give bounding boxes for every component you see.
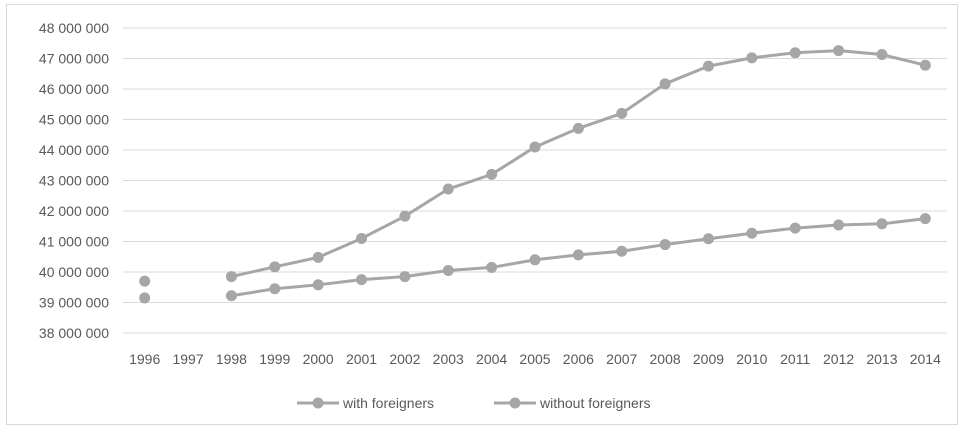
x-tick-label: 2004	[476, 351, 507, 367]
data-point	[139, 275, 151, 287]
data-point	[356, 274, 368, 286]
series-layer	[139, 45, 931, 304]
data-point	[529, 141, 541, 153]
data-point	[919, 213, 931, 225]
series-without-foreigners	[139, 213, 931, 304]
data-point	[659, 78, 671, 90]
y-tick-label: 42 000 000	[39, 203, 109, 219]
data-point	[616, 245, 628, 257]
data-point	[139, 292, 151, 304]
data-point	[356, 232, 368, 244]
x-tick-label: 1998	[216, 351, 247, 367]
data-point	[269, 261, 281, 273]
data-point	[876, 49, 888, 61]
data-point	[225, 290, 237, 302]
data-point	[312, 279, 324, 291]
y-tick-label: 48 000 000	[39, 20, 109, 36]
y-tick-label: 45 000 000	[39, 112, 109, 128]
data-point	[225, 271, 237, 283]
legend-item: with foreigners	[297, 395, 434, 411]
series-with-foreigners	[139, 45, 931, 287]
x-tick-label: 2010	[736, 351, 767, 367]
x-tick-label: 2002	[389, 351, 420, 367]
x-tick-label: 2003	[433, 351, 464, 367]
line-chart: 38 000 000 39 000 000 40 000 000 41 000 000…	[39, 20, 947, 411]
x-tick-label: 1996	[129, 351, 160, 367]
x-tick-label: 2006	[563, 351, 594, 367]
data-point	[616, 107, 628, 119]
x-tick-label: 2000	[303, 351, 334, 367]
y-tick-label: 44 000 000	[39, 142, 109, 158]
data-point	[789, 47, 801, 59]
data-point	[442, 264, 454, 276]
x-tick-label: 2011	[780, 351, 810, 367]
legend-label: with foreigners	[342, 395, 434, 411]
x-axis-tick-labels: 1996 1997 1998 1999 2000 2001 2002 2003 2004 2005…	[129, 351, 941, 367]
data-point	[833, 219, 845, 231]
data-point	[919, 59, 931, 71]
data-point	[659, 239, 671, 251]
data-point	[529, 254, 541, 266]
legend-item: without foreigners	[494, 395, 651, 411]
data-point	[572, 122, 584, 134]
x-tick-label: 1999	[259, 351, 290, 367]
y-tick-label: 41 000 000	[39, 234, 109, 250]
x-tick-label: 2014	[910, 351, 941, 367]
x-tick-label: 2009	[693, 351, 724, 367]
x-tick-label: 2005	[519, 351, 550, 367]
y-tick-label: 38 000 000	[39, 325, 109, 341]
x-tick-label: 2008	[650, 351, 681, 367]
x-tick-label: 2013	[866, 351, 897, 367]
legend-swatch-marker	[312, 397, 324, 409]
data-point	[746, 227, 758, 239]
y-tick-label: 47 000 000	[39, 51, 109, 67]
x-tick-label: 1997	[172, 351, 203, 367]
data-point	[442, 183, 454, 195]
data-point	[702, 60, 714, 72]
y-tick-label: 39 000 000	[39, 295, 109, 311]
gridlines	[123, 27, 947, 334]
x-tick-label: 2007	[606, 351, 637, 367]
x-tick-label: 2001	[346, 351, 377, 367]
y-tick-label: 46 000 000	[39, 81, 109, 97]
data-point	[312, 251, 324, 263]
y-tick-label: 40 000 000	[39, 264, 109, 280]
data-point	[399, 271, 411, 283]
data-point	[876, 218, 888, 230]
data-point	[702, 233, 714, 245]
data-point	[269, 283, 281, 295]
x-tick-label: 2012	[823, 351, 854, 367]
legend-swatch-marker	[509, 397, 521, 409]
y-tick-label: 43 000 000	[39, 173, 109, 189]
y-axis-tick-labels: 38 000 000 39 000 000 40 000 000 41 000 000…	[39, 20, 109, 341]
data-point	[789, 222, 801, 234]
data-point	[833, 45, 845, 57]
legend-label: without foreigners	[539, 395, 651, 411]
data-point	[399, 210, 411, 222]
series-line	[231, 49, 926, 279]
data-point	[486, 261, 498, 273]
chart-frame: 38 000 000 39 000 000 40 000 000 41 000 000…	[6, 4, 958, 425]
legend: with foreigners without foreigners	[297, 395, 651, 411]
data-point	[572, 249, 584, 261]
data-point	[746, 52, 758, 64]
data-point	[486, 168, 498, 180]
